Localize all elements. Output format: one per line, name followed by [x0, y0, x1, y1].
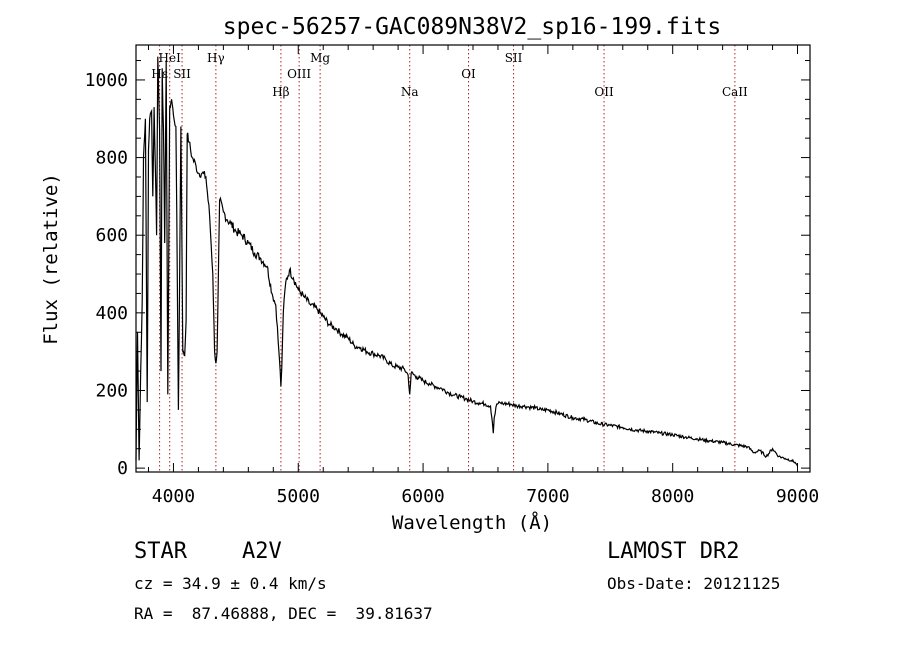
- y-tick-label: 600: [95, 225, 128, 246]
- spectral-line-markers: [159, 45, 736, 472]
- spectral-line-label: OII: [594, 85, 614, 99]
- spectral-line-label: OI: [461, 67, 476, 81]
- x-axis-label: Wavelength (Å): [392, 511, 552, 534]
- sky-coordinates: RA = 87.46888, DEC = 39.81637: [134, 604, 433, 623]
- spectrum-line: [135, 56, 799, 467]
- spectral-line-label: CaII: [722, 85, 748, 99]
- redshift-cz: cz = 34.9 ± 0.4 km/s: [134, 574, 327, 593]
- spectral-line-label: OIII: [287, 67, 311, 81]
- y-tick-label: 0: [117, 458, 128, 479]
- x-tick-label: 7000: [526, 486, 569, 507]
- y-tick-label: 200: [95, 380, 128, 401]
- object-subclass: A2V: [242, 539, 282, 564]
- y-axis-ticks: 0 200 400 600 800 1000: [85, 60, 810, 479]
- survey-name: LAMOST DR2: [607, 539, 740, 564]
- observation-date: Obs-Date: 20121125: [607, 574, 781, 593]
- x-tick-label: 4000: [152, 486, 195, 507]
- spectral-line-label: Hε: [151, 67, 168, 81]
- plot-frame: [135, 44, 811, 473]
- x-tick-label: 6000: [401, 486, 444, 507]
- x-tick-label: 5000: [277, 486, 320, 507]
- y-tick-label: 400: [95, 303, 128, 324]
- spectral-line-labels: Hε HeI SII Hγ Hβ OIII Mg Na OI SII OII CaII: [151, 51, 748, 99]
- x-tick-label: 9000: [776, 486, 819, 507]
- spectral-line-label: Hγ: [207, 51, 225, 65]
- spectral-line-label: Hβ: [272, 85, 289, 99]
- y-tick-label: 1000: [85, 70, 128, 91]
- spectral-line-label: HeI: [159, 51, 182, 65]
- spectral-line-label: Mg: [310, 51, 330, 65]
- spectral-line-label: Na: [401, 85, 419, 99]
- object-type: STAR: [134, 539, 187, 564]
- y-tick-label: 800: [95, 148, 128, 169]
- spectral-line-label: SII: [173, 67, 191, 81]
- chart-title: spec-56257-GAC089N38V2_sp16-199.fits: [223, 14, 722, 40]
- y-axis-label: Flux (relative): [40, 173, 62, 345]
- spectral-line-label: SII: [505, 51, 523, 65]
- x-axis-ticks: 4000 5000 6000 7000 8000 9000: [147, 45, 819, 507]
- x-tick-label: 8000: [651, 486, 694, 507]
